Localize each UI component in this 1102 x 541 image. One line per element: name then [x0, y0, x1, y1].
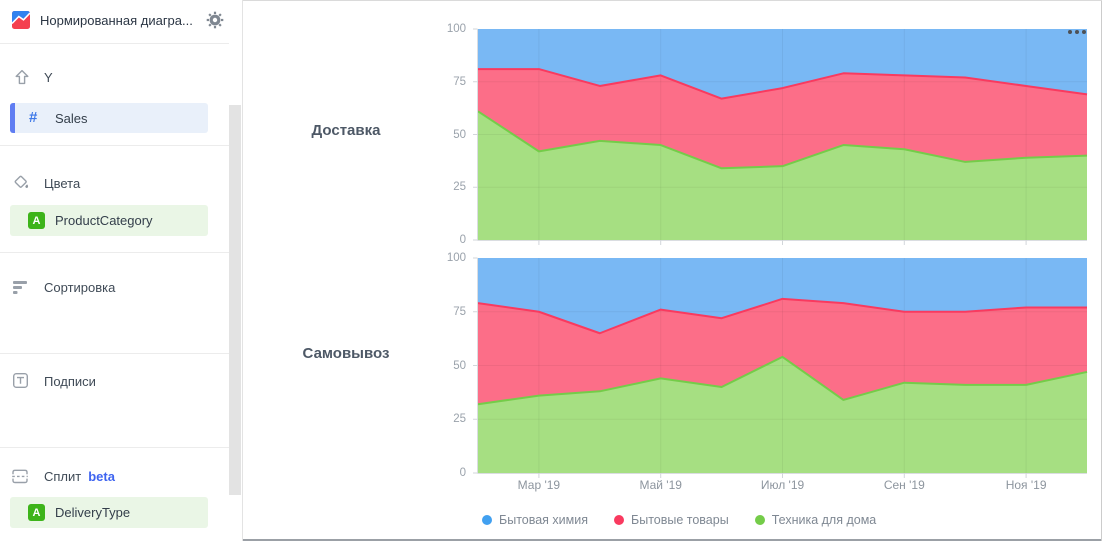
legend-dot-icon: [754, 515, 765, 525]
stacked-area: [478, 298, 1087, 405]
field-productcategory[interactable]: A ProductCategory: [10, 205, 208, 236]
y-tick-label: 75: [453, 75, 466, 88]
legend-item[interactable]: Бытовая химия: [482, 513, 588, 527]
chart-plot: [473, 28, 1088, 245]
chart-legend: Бытовая химия Бытовые товары Техника для д…: [482, 509, 876, 531]
chart-plot: [473, 257, 1088, 478]
separator: [0, 145, 229, 146]
x-tick-label: Сен '19: [883, 478, 925, 492]
field-label: DeliveryType: [55, 505, 131, 520]
x-tick-label: Май '19: [639, 478, 682, 492]
y-tick-label: 75: [453, 305, 466, 318]
separator: [0, 353, 229, 354]
drag-handle[interactable]: [10, 103, 15, 133]
section-colors-label: Цвета: [44, 176, 81, 191]
separator: [0, 447, 229, 448]
stacked-area: [478, 29, 1087, 99]
field-label: Sales: [55, 110, 88, 126]
area-chart-icon: [12, 11, 30, 34]
field-label: ProductCategory: [55, 213, 153, 228]
separator: [0, 43, 229, 44]
x-tick-label: Мар '19: [517, 478, 561, 492]
section-y-label: Y: [44, 70, 53, 85]
split-row-title-pickup: Самовывоз: [302, 345, 390, 362]
section-split-label: Сплит beta: [44, 469, 115, 484]
x-tick-label: Ноя '19: [1005, 478, 1047, 492]
legend-label: Бытовая химия: [499, 513, 588, 527]
section-labels-label: Подписи: [44, 374, 96, 389]
x-tick-label: Июл '19: [760, 478, 805, 492]
legend-item[interactable]: Техника для дома: [754, 513, 877, 527]
paint-bucket-icon: [12, 173, 31, 197]
series-line: [477, 297, 1087, 335]
y-tick-label: 100: [446, 252, 466, 264]
series-line: [477, 110, 1088, 170]
chart-more-menu-icon[interactable]: [1066, 28, 1088, 36]
legend-label: Бытовые товары: [631, 513, 729, 527]
split-label-text: Сплит: [44, 469, 82, 484]
sidebar: Нормированная диагра... Y #: [0, 0, 243, 541]
split-row-title-delivery: Доставка: [311, 122, 381, 139]
y-tick-label: 25: [453, 413, 466, 426]
separator: [0, 252, 229, 253]
legend-dot-icon: [482, 515, 492, 525]
text-label-icon: [11, 371, 30, 395]
series-line: [477, 355, 1088, 406]
arrow-up-icon: [13, 68, 31, 91]
string-type-icon: A: [28, 212, 45, 229]
stacked-area: [478, 69, 1087, 169]
y-tick-label: 100: [446, 23, 466, 35]
field-sales[interactable]: # Sales: [10, 103, 208, 133]
stacked-area: [478, 356, 1087, 473]
beta-badge: beta: [88, 469, 115, 484]
gear-icon[interactable]: [206, 11, 224, 34]
y-tick-label: 0: [459, 234, 466, 246]
section-sort-label: Сортировка: [44, 280, 116, 295]
legend-label: Техника для дома: [771, 513, 877, 527]
split-rows-icon: [10, 467, 30, 491]
y-tick-label: 0: [459, 467, 466, 479]
stacked-area: [478, 258, 1087, 334]
chart-title: Нормированная диагра...: [40, 13, 193, 28]
y-tick-label: 25: [453, 181, 466, 194]
legend-dot-icon: [614, 515, 624, 525]
sort-bars-icon: [11, 278, 29, 301]
field-deliverytype[interactable]: A DeliveryType: [10, 497, 208, 528]
legend-item[interactable]: Бытовые товары: [614, 513, 729, 527]
number-type-icon: #: [29, 109, 38, 126]
series-line: [478, 68, 1088, 100]
string-type-icon: A: [28, 504, 45, 521]
sidebar-scrollbar[interactable]: [229, 105, 241, 495]
y-tick-label: 50: [453, 128, 466, 141]
y-tick-label: 50: [453, 359, 466, 372]
